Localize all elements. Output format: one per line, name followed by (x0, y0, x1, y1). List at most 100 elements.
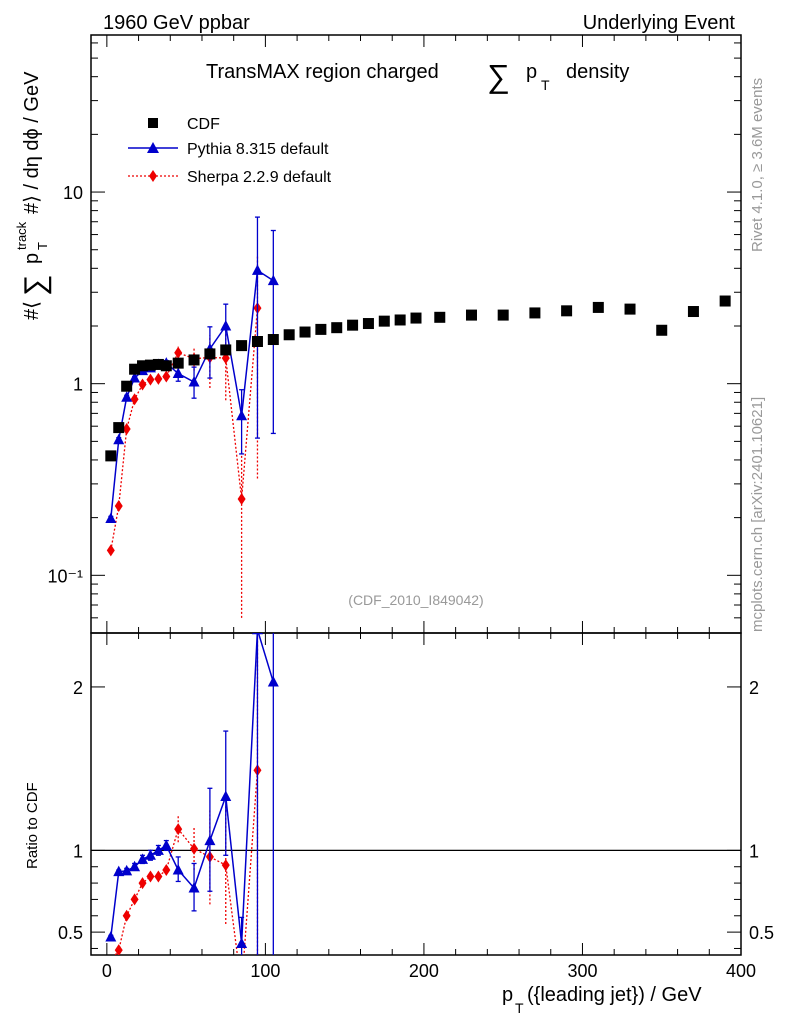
cdf-point (251, 336, 263, 348)
sherpa-ratio-point (114, 944, 123, 955)
header-left: 1960 GeV ppbar (103, 12, 250, 34)
sherpa-ratio-point (130, 893, 139, 906)
sherpa-ratio-point (174, 823, 183, 836)
sherpa-ratio-point (154, 870, 163, 883)
svg-text:#⟨: #⟨ (21, 301, 43, 320)
pythia-ratio-point (251, 633, 263, 635)
legend: CDF Pythia 8.315 default Sherpa 2.2.9 de… (128, 116, 332, 186)
cdf-point (220, 344, 232, 356)
legend-label-pythia: Pythia 8.315 default (187, 141, 329, 158)
ratio-y-tick-label-right: 1 (749, 841, 759, 861)
pythia-ratio-point (152, 844, 164, 855)
cdf-point (315, 323, 327, 335)
x-tick-label: 0 (102, 961, 112, 981)
pythia-ratio-point (220, 790, 232, 801)
cdf-point (497, 309, 509, 321)
cdf-point (113, 422, 125, 434)
x-axis-label-text: ({leading jet}) / GeV (527, 984, 702, 1006)
cdf-point (188, 354, 200, 366)
svg-text:T: T (515, 1000, 524, 1016)
cdf-point (465, 309, 477, 321)
header-right: Underlying Event (583, 12, 736, 34)
legend-marker-cdf (148, 118, 158, 128)
plot-title-sum: ∑ (487, 58, 510, 94)
legend-marker-sherpa (149, 170, 157, 182)
ratio-y-axis-tick-labels: 0.5 0.5 1 1 2 2 (58, 678, 774, 943)
ratio-plot-area (105, 633, 279, 994)
cdf-point (434, 311, 446, 323)
cdf-point (347, 319, 359, 331)
sherpa-ratio-point (162, 864, 171, 877)
x-axis-label: p T ({leading jet}) / GeV (502, 984, 702, 1016)
side-info-top: Rivet 4.1.0, ≥ 3.6M events (749, 78, 766, 252)
cdf-point (137, 360, 149, 372)
y-axis-label-ratio: Ratio to CDF (24, 782, 41, 869)
svg-text:T: T (35, 242, 50, 250)
pythia-ratio-point (121, 864, 133, 876)
cdf-point (267, 334, 279, 346)
pythia-point (267, 274, 279, 286)
cdf-point (299, 326, 311, 338)
x-tick-label: 400 (726, 961, 756, 981)
sherpa-point (106, 544, 115, 557)
cdf-point (656, 324, 668, 336)
sherpa-line (110, 308, 259, 551)
x-tick-label: 300 (567, 961, 597, 981)
pythia-point (220, 319, 232, 331)
pythia-ratio-point (204, 834, 216, 846)
ratio-frame (90, 632, 742, 956)
plot-title: TransMAX region charged ∑ p T density (206, 58, 629, 94)
ratio-y-tick-label-right: 2 (749, 678, 759, 698)
ratio-y-tick-label: 2 (73, 678, 83, 698)
sherpa-ratio-point (238, 982, 246, 994)
cdf-point (624, 303, 636, 315)
sherpa-ratio-point (122, 909, 131, 922)
sherpa-point (138, 378, 147, 391)
pythia-ratio-point (160, 839, 172, 850)
pythia-ratio-point (113, 865, 125, 877)
sherpa-point (154, 372, 163, 385)
cdf-point (172, 357, 184, 369)
sherpa-point (237, 493, 246, 506)
main-plot-area (105, 216, 731, 618)
pythia-ratio-point (105, 931, 117, 942)
cdf-point (204, 348, 216, 360)
cdf-point (592, 301, 604, 313)
sherpa-point (130, 393, 139, 406)
cdf-point (236, 340, 248, 352)
plot-title-suffix: density (566, 61, 629, 83)
svg-text:track: track (14, 221, 29, 250)
plot-title-sub-t: T (541, 77, 550, 93)
svg-text:∑: ∑ (19, 275, 52, 296)
side-info-bottom: mcplots.cern.ch [arXiv:2401.10621] (749, 397, 766, 632)
cdf-point (283, 329, 295, 341)
ratio-y-tick-label: 0.5 (58, 923, 83, 943)
cdf-point (529, 307, 541, 319)
pythia-ratio-point (144, 849, 156, 860)
sherpa-ratio-point (138, 877, 147, 890)
sherpa-point (162, 370, 171, 383)
pythia-point (129, 372, 141, 383)
plot-title-p: p (526, 61, 537, 83)
main-y-axis-ticks (91, 42, 741, 634)
svg-text:p: p (502, 984, 513, 1006)
ratio-y-tick-label: 1 (73, 841, 83, 861)
x-tick-label: 100 (250, 961, 280, 981)
pythia-ratio-point (172, 864, 184, 875)
svg-text:#⟩ / dη dϕ / GeV: #⟩ / dη dϕ / GeV (21, 71, 43, 214)
sherpa-ratio-point (146, 870, 155, 883)
x-axis-tick-labels: 0 100 200 300 400 (102, 961, 756, 981)
sherpa-ratio-point (221, 859, 230, 872)
main-y-tick-label: 10 (63, 183, 83, 203)
svg-text:p: p (21, 253, 43, 264)
cdf-point (129, 363, 141, 375)
legend-label-sherpa: Sherpa 2.2.9 default (187, 169, 332, 186)
sherpa-point (114, 499, 123, 512)
cdf-point (152, 358, 164, 370)
main-y-axis-tick-labels: 10⁻¹ 1 10 (47, 183, 83, 586)
cdf-point (160, 360, 172, 372)
sherpa-point (146, 373, 155, 386)
main-y-tick-label: 10⁻¹ (47, 566, 83, 586)
pythia-point (188, 376, 200, 387)
